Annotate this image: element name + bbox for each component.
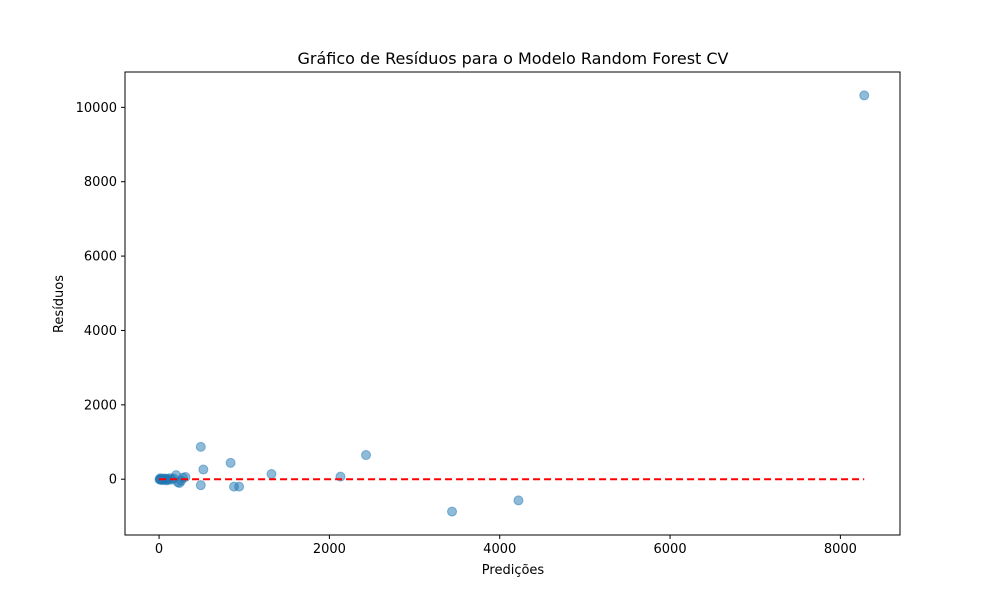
scatter-point [361, 450, 372, 461]
x-tick-label: 2000 [313, 542, 346, 557]
scatter-point [266, 469, 277, 480]
x-tick-label: 4000 [483, 542, 516, 557]
y-axis-label: Resíduos [52, 275, 67, 333]
y-tick-label: 2000 [84, 398, 117, 413]
scatter-point [447, 506, 458, 517]
y-tick-label: 0 [109, 473, 117, 488]
scatter-point [859, 90, 870, 101]
plot-area [154, 90, 870, 517]
scatter-point [225, 457, 236, 468]
scatter-point [234, 481, 245, 492]
x-axis-label: Predições [482, 563, 545, 578]
x-tick-label: 8000 [824, 542, 857, 557]
x-axis: 0 2000 4000 6000 8000 [155, 535, 857, 557]
y-tick-label: 10000 [76, 101, 117, 116]
scatter-point [195, 441, 206, 452]
scatter-point [513, 495, 524, 506]
plot-frame [124, 71, 901, 536]
y-axis: 0 2000 4000 6000 8000 10000 [76, 101, 125, 488]
y-tick-label: 4000 [84, 324, 117, 339]
x-tick-label: 6000 [654, 542, 687, 557]
x-tick-label: 0 [155, 542, 163, 557]
chart-title: Gráfico de Resíduos para o Modelo Random… [298, 49, 729, 68]
scatter-point [195, 480, 206, 491]
scatter-point [198, 464, 209, 475]
y-tick-label: 6000 [84, 250, 117, 265]
y-tick-label: 8000 [84, 175, 117, 190]
